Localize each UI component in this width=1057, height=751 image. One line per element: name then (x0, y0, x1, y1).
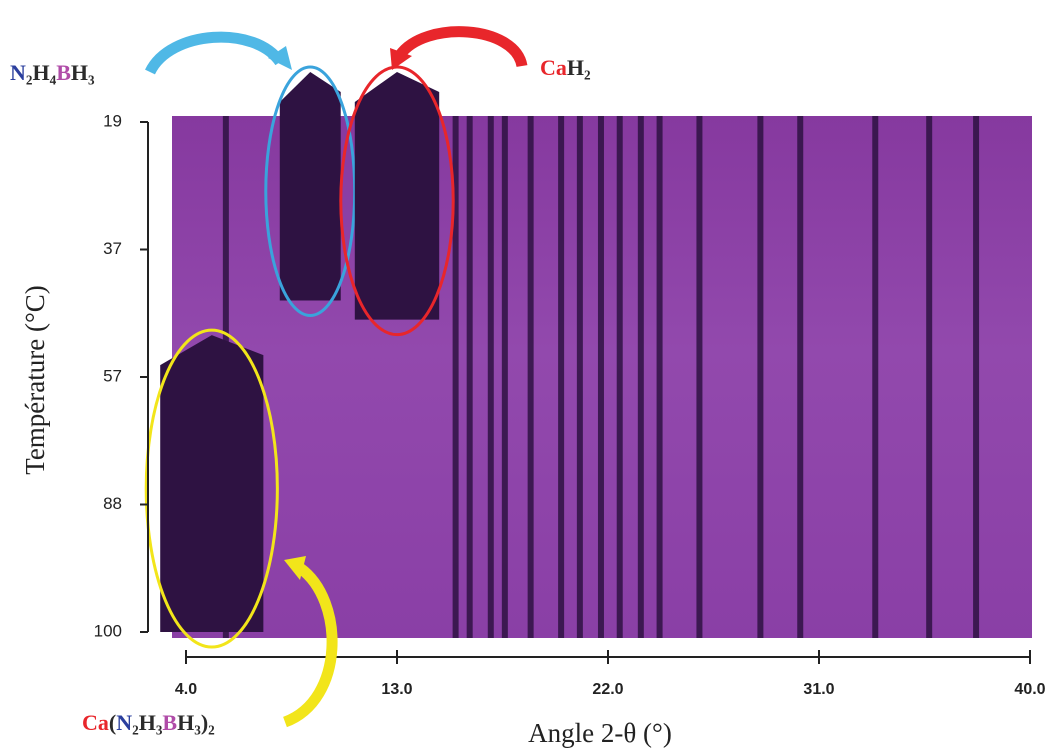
peak-stripe (637, 116, 644, 638)
phase-region (354, 72, 440, 320)
x-tick-label: 22.0 (592, 681, 623, 698)
phase-label: Ca(N₂H₃BH₃)₂ (82, 710, 215, 735)
phase-outline (339, 65, 455, 337)
phase-label-part: N (116, 710, 132, 735)
peak-stripe (597, 116, 604, 638)
phase-label-part: B (56, 60, 71, 85)
x-tick-label: 4.0 (175, 681, 197, 698)
peak-stripe (872, 116, 879, 638)
x-tick-label: 40.0 (1014, 681, 1045, 698)
marks (144, 65, 980, 649)
arrow (282, 563, 338, 728)
x-tick-label: 31.0 (803, 681, 834, 698)
phase-label-part: B (162, 710, 177, 735)
peak-stripe (616, 116, 623, 638)
peak-stripe (527, 116, 534, 638)
x-axis-title: Angle 2-θ (°) (528, 718, 672, 748)
peak-stripe (696, 116, 703, 638)
y-axis-title: Température (°C) (20, 285, 50, 475)
peak-stripe (656, 116, 663, 638)
y-tick-label: 19 (103, 111, 122, 130)
arrow-head (390, 48, 412, 70)
y-tick-label: 100 (94, 621, 122, 640)
peak-stripe (576, 116, 583, 638)
phase-label-part: H₃ (71, 60, 95, 85)
phase-label-part: ₂H₄ (26, 60, 57, 85)
y-tick-label: 57 (103, 366, 122, 385)
phase-region (160, 335, 264, 632)
phase-outline (264, 65, 357, 317)
arrow (145, 31, 285, 75)
peak-stripe (501, 116, 508, 638)
peak-stripe (487, 116, 494, 638)
peak-stripe (926, 116, 933, 638)
peak-stripe (973, 116, 980, 638)
arrow-head (284, 556, 306, 580)
phase-label-part: Ca (82, 710, 109, 735)
x-tick-label: 13.0 (381, 681, 412, 698)
ticks: 19 37 57 88 100 4.0 13.0 22.0 31.0 40.0 (94, 111, 1046, 698)
peak-stripe (757, 116, 764, 638)
y-tick-label: 88 (103, 494, 122, 513)
peak-stripe (452, 116, 459, 638)
peak-stripe (797, 116, 804, 638)
arrow-head (268, 46, 292, 70)
arrow (395, 26, 528, 68)
phase-label-part: H₂ (567, 55, 591, 80)
y-tick-label: 37 (103, 239, 122, 258)
phase-region (279, 72, 341, 301)
phase-label: CaH₂ (540, 55, 591, 80)
phase-outline (144, 328, 279, 649)
peak-stripe (558, 116, 565, 638)
phase-label: N₂H₄BH₃ (10, 60, 95, 85)
phase-label-part: H₃)₂ (177, 710, 215, 735)
phase-label-part: ₂H₃ (132, 710, 163, 735)
phase-label-part: N (10, 60, 26, 85)
phase-label-part: Ca (540, 55, 567, 80)
phase-label-part: ( (109, 710, 116, 735)
peak-stripe (466, 116, 473, 638)
